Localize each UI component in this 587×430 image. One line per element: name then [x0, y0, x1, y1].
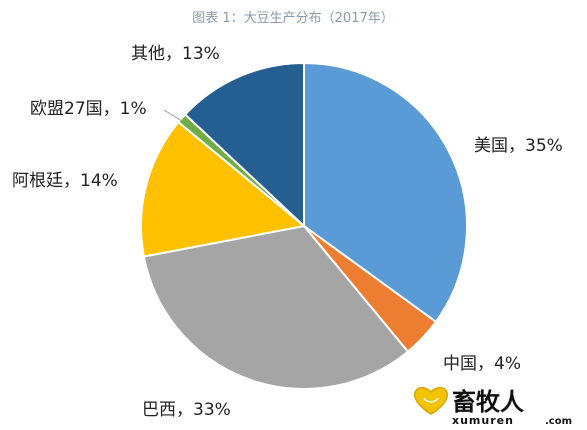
pie-slice-argentina	[140, 120, 307, 258]
watermark: 畜牧人 xumuren .com	[414, 386, 572, 427]
pie-slices	[140, 61, 468, 390]
slice-label-brazil: 巴西，33%	[142, 400, 231, 420]
slice-label-usa: 美国，35%	[474, 136, 563, 156]
watermark-url: xumuren	[452, 414, 514, 427]
slice-label-china: 中国，4%	[443, 354, 521, 374]
pie-slice-other	[183, 61, 305, 229]
slice-labels: 美国，35% 中国，4% 巴西，33% 阿根廷，14% 欧盟27国，1% 其他，…	[12, 44, 563, 420]
watermark-suffix: .com	[545, 416, 572, 427]
slice-label-eu27: 欧盟27国，1%	[30, 99, 147, 119]
watermark-name: 畜牧人	[452, 388, 524, 416]
chart-title: 图表 1：大豆生产分布（2017年）	[192, 11, 394, 26]
pie-slice-usa	[303, 61, 468, 324]
pie-slice-brazil	[142, 224, 410, 390]
slice-leader-eu27	[163, 109, 183, 122]
slice-label-argentina: 阿根廷，14%	[12, 171, 118, 191]
heart-logo-icon	[414, 386, 448, 415]
slice-label-other: 其他，13%	[131, 44, 220, 64]
